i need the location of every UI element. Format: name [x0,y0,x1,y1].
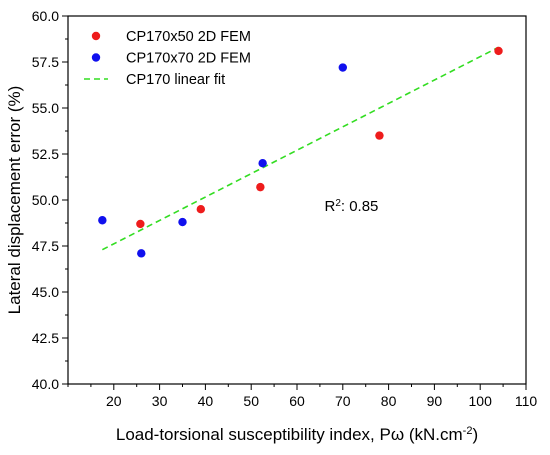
y-tick-label: 42.5 [32,330,59,346]
legend-label: CP170x50 2D FEM [126,29,251,45]
legend: CP170x50 2D FEM CP170x70 2D FEM CP170 line… [84,29,251,88]
data-point [98,216,107,225]
y-tick-label: 40.0 [32,376,59,392]
y-tick-label: 47.5 [32,238,59,254]
linear-fit-line [101,46,499,251]
data-point [196,205,206,214]
data-point [375,131,384,140]
fit-line-layer [101,46,499,251]
data-point [137,249,146,258]
y-tick-label: 60.0 [32,8,59,24]
x-tick-label: 80 [381,393,397,409]
x-tick-label: 70 [335,393,351,409]
data-point [136,219,145,229]
x-tick-label: 30 [152,393,168,409]
axis-ticks: 20 30 40 50 60 70 80 90 100 110 40.0 42.5 45.0 47.5 50… [32,8,538,409]
x-axis-title: Load-torsional susceptibility index, Pω … [116,425,478,444]
x-tick-label: 90 [427,393,443,409]
x-tick-label: 20 [106,393,122,409]
legend-marker [91,31,101,41]
x-tick-label: 100 [469,393,493,409]
plot-frame [67,15,527,385]
x-tick-label: 50 [243,393,259,409]
data-points [98,46,503,258]
x-tick-label: 40 [198,393,214,409]
y-tick-label: 57.5 [32,54,59,70]
x-tick-label: 110 [515,393,538,409]
y-tick-label: 45.0 [32,284,59,300]
data-point [256,182,265,192]
y-axis-title: Lateral displacement error (%) [5,86,24,315]
x-tick-label: 60 [289,393,305,409]
y-tick-label: 55.0 [32,100,59,116]
y-tick-label: 50.0 [32,192,59,208]
data-point [494,46,503,56]
data-point [178,217,187,227]
legend-marker [91,53,101,62]
data-point [338,63,347,72]
legend-label: CP170 linear fit [126,72,225,88]
y-tick-label: 52.5 [32,146,59,162]
data-point [258,159,267,168]
r-squared-annotation: R2: 0.85 [324,198,378,216]
legend-label: CP170x70 2D FEM [126,51,251,67]
